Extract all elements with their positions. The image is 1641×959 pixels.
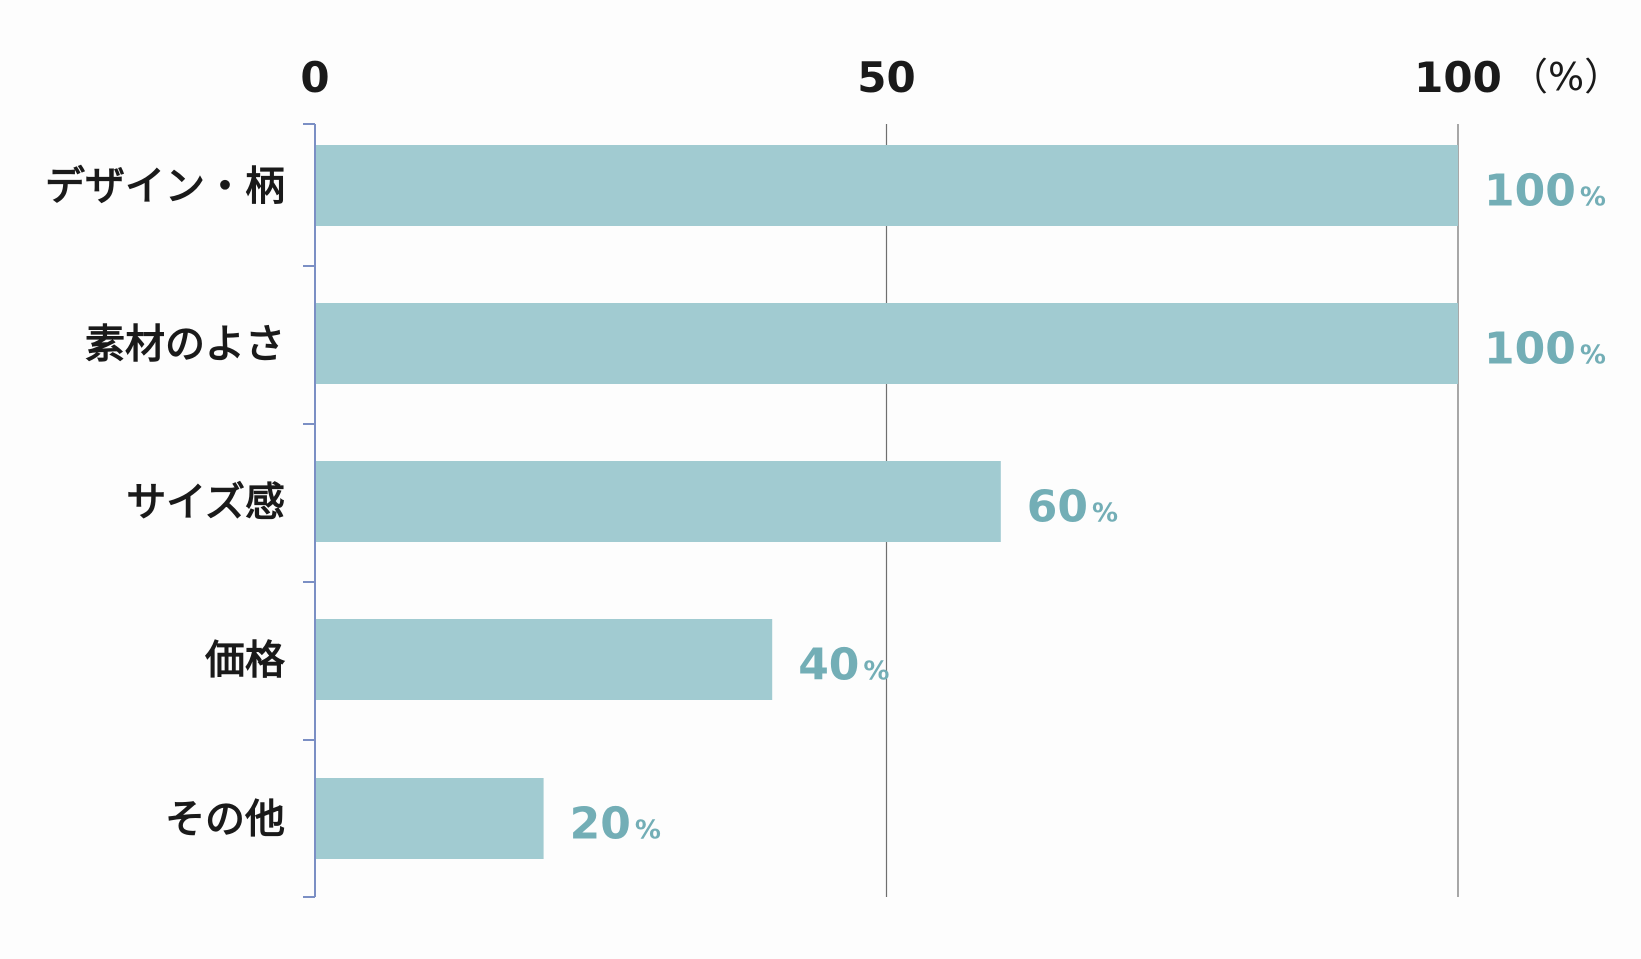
value-percent-sign: % xyxy=(1580,183,1606,213)
value-number: 100 xyxy=(1484,166,1576,217)
value-label-4: 20% xyxy=(570,799,661,850)
value-percent-sign: % xyxy=(863,657,889,687)
bar-0 xyxy=(315,145,1458,226)
x-tick-label-0: 0 xyxy=(300,53,329,102)
x-unit-label: （%） xyxy=(1510,55,1622,99)
value-percent-sign: % xyxy=(1580,341,1606,371)
x-tick-label-50: 50 xyxy=(857,53,915,102)
value-number: 60 xyxy=(1027,482,1088,533)
category-label-2: サイズ感 xyxy=(126,480,285,526)
category-label-1: 素材のよさ xyxy=(85,322,285,368)
x-tick-label-100: 100 xyxy=(1414,53,1502,102)
category-label-3: 価格 xyxy=(204,638,286,684)
category-label-0: デザイン・柄 xyxy=(45,164,285,210)
value-label-0: 100% xyxy=(1484,166,1606,217)
bar-2 xyxy=(315,461,1001,542)
value-percent-sign: % xyxy=(1092,499,1118,529)
value-number: 40 xyxy=(798,640,859,691)
value-percent-sign: % xyxy=(635,816,661,846)
bar-4 xyxy=(315,778,544,859)
value-number: 100 xyxy=(1484,324,1576,375)
value-label-3: 40% xyxy=(798,640,889,691)
bar-3 xyxy=(315,619,773,700)
value-label-2: 60% xyxy=(1027,482,1118,533)
value-number: 20 xyxy=(570,799,631,850)
category-label-4: その他 xyxy=(165,797,285,843)
value-label-1: 100% xyxy=(1484,324,1606,375)
bar-1 xyxy=(315,303,1458,384)
